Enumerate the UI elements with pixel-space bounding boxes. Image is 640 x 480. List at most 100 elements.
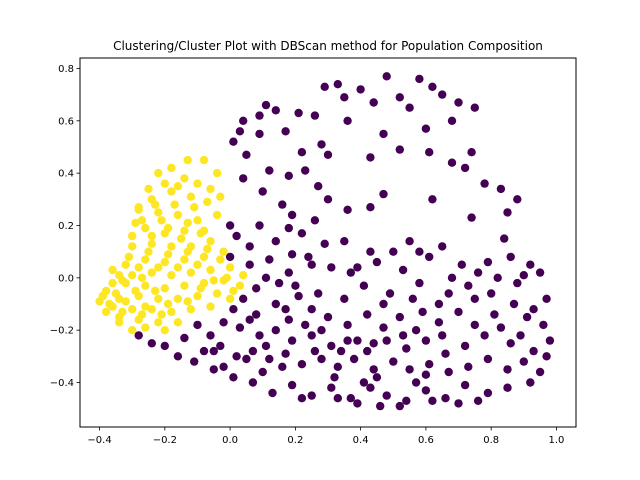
data-point [167, 187, 176, 196]
data-point [506, 252, 515, 262]
data-point [297, 148, 307, 157]
data-point [128, 271, 137, 280]
data-point [359, 378, 369, 387]
data-point [314, 182, 323, 191]
data-point [379, 323, 388, 332]
data-point [212, 210, 222, 220]
data-point [134, 205, 143, 214]
data-point [206, 265, 215, 275]
data-point [209, 276, 218, 285]
axes-frame [79, 57, 577, 428]
data-point [248, 346, 258, 356]
data-point [216, 192, 225, 201]
data-point [121, 260, 130, 269]
data-point [402, 396, 411, 405]
data-point [150, 286, 160, 296]
data-point [255, 111, 264, 120]
data-point [225, 252, 235, 262]
x-tick-label: −0.2 [153, 435, 177, 446]
data-point [147, 231, 156, 241]
data-point [242, 150, 251, 159]
data-point [219, 362, 228, 371]
data-point [395, 93, 404, 102]
data-point [363, 346, 372, 356]
data-point [454, 399, 463, 408]
data-point [167, 307, 176, 317]
data-point [385, 289, 395, 298]
data-point [294, 108, 303, 118]
data-point [284, 171, 293, 180]
data-point [434, 318, 444, 327]
data-point [199, 252, 209, 262]
data-point [513, 195, 522, 204]
data-point [128, 231, 137, 241]
data-point [261, 341, 271, 351]
data-point [297, 394, 307, 403]
data-point [379, 129, 388, 139]
data-point [190, 357, 199, 366]
data-point [307, 391, 316, 400]
data-point [395, 401, 404, 411]
data-point [349, 354, 359, 364]
data-point [252, 310, 261, 319]
data-point [470, 103, 479, 112]
data-point [206, 237, 215, 246]
data-point [173, 318, 183, 327]
data-point [287, 380, 297, 390]
y-tick-label: 0.6 [58, 116, 74, 127]
data-point [255, 221, 264, 230]
data-point [539, 320, 548, 330]
data-point [542, 294, 551, 303]
data-point [353, 399, 362, 408]
data-point [395, 145, 404, 154]
data-point [196, 229, 205, 238]
x-tick-label: 1.0 [548, 435, 564, 446]
data-point [173, 210, 183, 220]
data-point [268, 388, 277, 398]
data-point [509, 299, 519, 309]
data-point [137, 273, 147, 282]
data-point [222, 273, 231, 282]
data-point [340, 237, 349, 246]
data-point [522, 312, 532, 322]
data-point [121, 297, 130, 306]
data-point [183, 218, 192, 228]
data-point [261, 100, 271, 110]
data-point [411, 326, 421, 335]
data-point [369, 98, 378, 107]
data-point [239, 294, 248, 303]
data-point [284, 223, 293, 233]
data-point [216, 341, 225, 351]
data-point [235, 127, 245, 136]
data-point [242, 354, 251, 364]
data-point [369, 365, 378, 374]
data-point [183, 297, 192, 306]
data-point [128, 242, 137, 251]
data-point [369, 339, 378, 348]
data-point [147, 239, 156, 248]
data-point [330, 373, 339, 382]
data-point [411, 378, 421, 387]
data-point [496, 184, 506, 194]
data-point [310, 216, 320, 225]
data-point [366, 247, 375, 256]
data-point [193, 216, 202, 225]
data-point [118, 307, 127, 317]
data-point [167, 242, 176, 251]
data-point [483, 257, 493, 267]
data-point [209, 365, 218, 374]
data-point [229, 286, 238, 296]
data-point [327, 383, 336, 392]
data-point [284, 315, 293, 324]
x-tick-label: 0.8 [483, 435, 499, 446]
data-point [261, 273, 271, 282]
data-point [483, 388, 493, 398]
data-point [327, 263, 336, 272]
data-point [281, 349, 290, 358]
data-point [225, 294, 235, 303]
x-tick-label: −0.4 [87, 435, 111, 446]
data-point [154, 168, 163, 178]
data-point [343, 320, 352, 330]
data-point [271, 299, 280, 309]
data-point [516, 331, 525, 340]
